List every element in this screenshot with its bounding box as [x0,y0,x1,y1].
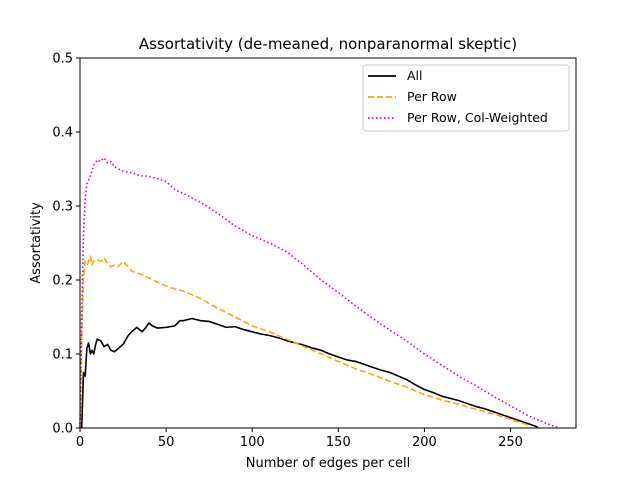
y-axis-label: Assortativity [29,202,44,284]
x-axis: 0 50 100 150 200 250 [76,428,523,450]
x-tick-label: 50 [158,435,175,450]
y-tick-label: 0.3 [52,200,73,215]
y-tick-label: 0.4 [52,126,73,141]
plot-lines [79,157,560,429]
chart-title: Assortativity (de-meaned, nonparanormal … [139,35,517,53]
y-tick-label: 0.1 [52,348,73,363]
legend: All Per Row Per Row, Col-Weighted [362,64,570,132]
x-axis-label: Number of edges per cell [246,456,411,471]
x-tick-label: 100 [240,435,265,450]
series-line-all [80,317,539,429]
x-tick-label: 200 [412,435,437,450]
plot-frame [79,57,577,429]
y-axis: 0.0 0.1 0.2 0.3 0.4 0.5 [52,52,80,437]
y-tick-label: 0.5 [52,52,73,67]
y-tick-label: 0.2 [52,274,73,289]
legend-label-all: All [407,68,423,83]
x-tick-label: 250 [498,435,523,450]
y-tick-label: 0.0 [52,422,73,437]
legend-label-per-row: Per Row [407,89,457,104]
legend-label-per-row-col-weighted: Per Row, Col-Weighted [407,110,548,125]
x-tick-label: 0 [76,435,84,450]
series-line-per-row [79,255,532,429]
legend-box [362,64,570,132]
series-line-per-row-col-weighted [79,157,560,429]
x-tick-label: 150 [326,435,351,450]
